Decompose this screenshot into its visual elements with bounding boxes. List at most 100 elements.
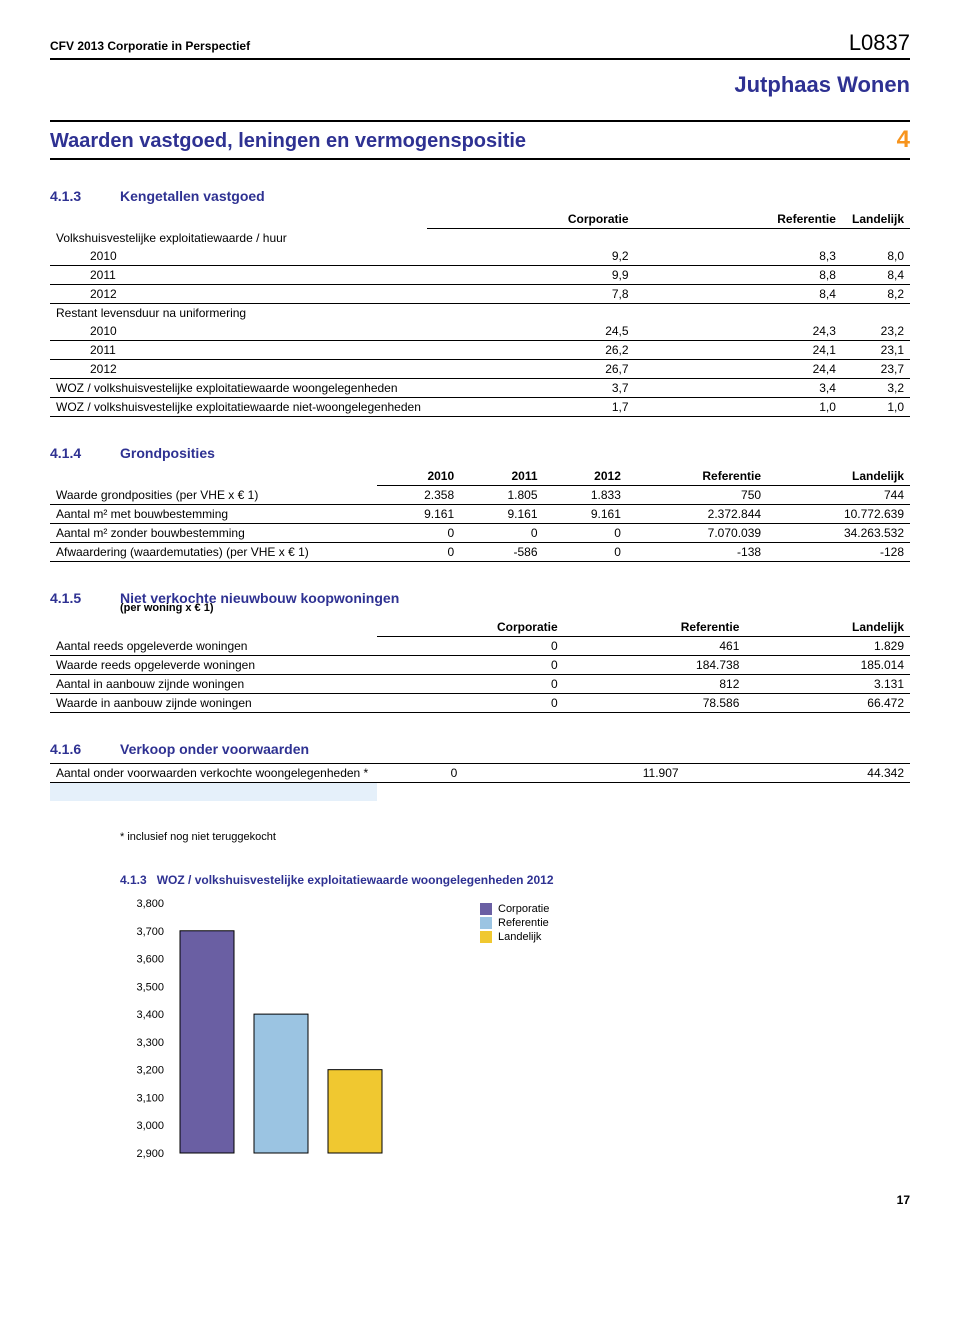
cell: 9.161 bbox=[544, 505, 627, 524]
row-label: Aantal onder voorwaarden verkochte woong… bbox=[50, 764, 377, 783]
cell: 9.161 bbox=[460, 505, 543, 524]
cell: 0 bbox=[460, 524, 543, 543]
table-413: Corporatie Referentie Landelijk Volkshui… bbox=[50, 210, 910, 417]
chart-num: 4.1.3 bbox=[120, 873, 147, 887]
svg-text:3,300: 3,300 bbox=[136, 1036, 164, 1048]
cell: 10.772.639 bbox=[767, 505, 910, 524]
cell: 23,7 bbox=[842, 360, 910, 379]
row-label: Aantal reeds opgeleverde woningen bbox=[50, 637, 377, 656]
cell: 8,8 bbox=[635, 266, 842, 285]
year-label: 2010 bbox=[50, 247, 427, 266]
cell: 8,4 bbox=[635, 285, 842, 304]
cell: 0 bbox=[377, 764, 463, 783]
footnote: * inclusief nog niet teruggekocht bbox=[120, 831, 910, 843]
cell: 8,3 bbox=[635, 247, 842, 266]
row-label: Afwaardering (waardemutaties) (per VHE x… bbox=[50, 543, 377, 562]
year-label: 2011 bbox=[50, 266, 427, 285]
cell: 23,2 bbox=[842, 322, 910, 341]
col-header: 2010 bbox=[377, 467, 460, 486]
subheading-414: 4.1.4 Grondposities bbox=[50, 445, 910, 461]
cell: 8,2 bbox=[842, 285, 910, 304]
cell: -138 bbox=[627, 543, 767, 562]
cell: 184.738 bbox=[564, 656, 746, 675]
cell: 9,9 bbox=[427, 266, 635, 285]
row-label: Waarde reeds opgeleverde woningen bbox=[50, 656, 377, 675]
legend-swatch bbox=[480, 931, 492, 943]
year-label: 2011 bbox=[50, 341, 427, 360]
page-number: 17 bbox=[50, 1193, 910, 1207]
subheading-num: 4.1.4 bbox=[50, 445, 102, 461]
cell: 34.263.532 bbox=[767, 524, 910, 543]
legend-item: Corporatie bbox=[480, 903, 549, 915]
group-label: Restant levensduur na uniformering bbox=[50, 304, 910, 323]
cell: 11.907 bbox=[463, 764, 684, 783]
cell: 3,7 bbox=[427, 379, 635, 398]
cell: 7.070.039 bbox=[627, 524, 767, 543]
svg-text:3,100: 3,100 bbox=[136, 1092, 164, 1104]
section-number: 4 bbox=[897, 126, 910, 154]
legend-swatch bbox=[480, 903, 492, 915]
cell: -128 bbox=[767, 543, 910, 562]
cell: 185.014 bbox=[745, 656, 910, 675]
cell: 1.829 bbox=[745, 637, 910, 656]
cell: 8,0 bbox=[842, 247, 910, 266]
cell: 0 bbox=[377, 637, 564, 656]
cell: 812 bbox=[564, 675, 746, 694]
row-label: Aantal m² zonder bouwbestemming bbox=[50, 524, 377, 543]
cell: 0 bbox=[377, 694, 564, 713]
cell: 24,5 bbox=[427, 322, 635, 341]
cell: 744 bbox=[767, 486, 910, 505]
legend-label: Referentie bbox=[498, 917, 549, 929]
row-label: Aantal m² met bouwbestemming bbox=[50, 505, 377, 524]
table-415: Corporatie Referentie Landelijk Aantal r… bbox=[50, 618, 910, 713]
cell: 1.833 bbox=[544, 486, 627, 505]
cell: 26,7 bbox=[427, 360, 635, 379]
subheading-num: 4.1.6 bbox=[50, 741, 102, 757]
col-header: Landelijk bbox=[767, 467, 910, 486]
cell: 9.161 bbox=[377, 505, 460, 524]
row-label: Aantal in aanbouw zijnde woningen bbox=[50, 675, 377, 694]
cell: 24,3 bbox=[635, 322, 842, 341]
subheading-413: 4.1.3 Kengetallen vastgoed bbox=[50, 188, 910, 204]
legend-swatch bbox=[480, 917, 492, 929]
subheading-num: 4.1.3 bbox=[50, 188, 102, 204]
doc-code: L0837 bbox=[849, 30, 910, 56]
cell: 24,1 bbox=[635, 341, 842, 360]
col-header: Referentie bbox=[627, 467, 767, 486]
cell: 0 bbox=[377, 524, 460, 543]
cell: 9,2 bbox=[427, 247, 635, 266]
subheading-title: Grondposities bbox=[120, 445, 215, 461]
subheading-title: Verkoop onder voorwaarden bbox=[120, 741, 309, 757]
cell: 461 bbox=[564, 637, 746, 656]
cell: 24,4 bbox=[635, 360, 842, 379]
subheading-416: 4.1.6 Verkoop onder voorwaarden bbox=[50, 741, 910, 757]
cell: 3,4 bbox=[635, 379, 842, 398]
table-416: Aantal onder voorwaarden verkochte woong… bbox=[50, 763, 910, 801]
cell: 2.372.844 bbox=[627, 505, 767, 524]
cell: 1,0 bbox=[635, 398, 842, 417]
svg-text:3,800: 3,800 bbox=[136, 898, 164, 910]
subheading-title: Kengetallen vastgoed bbox=[120, 188, 265, 204]
row-label: Waarde in aanbouw zijnde woningen bbox=[50, 694, 377, 713]
cell: 0 bbox=[377, 656, 564, 675]
col-header: 2011 bbox=[460, 467, 543, 486]
table-414: 2010 2011 2012 Referentie Landelijk Waar… bbox=[50, 467, 910, 562]
cell: 26,2 bbox=[427, 341, 635, 360]
cell: 0 bbox=[377, 675, 564, 694]
cell: 1,7 bbox=[427, 398, 635, 417]
cell: 44.342 bbox=[685, 764, 910, 783]
svg-text:3,200: 3,200 bbox=[136, 1064, 164, 1076]
cell: 78.586 bbox=[564, 694, 746, 713]
bar-chart: 2,9003,0003,1003,2003,3003,4003,5003,600… bbox=[120, 893, 440, 1163]
col-header: 2012 bbox=[544, 467, 627, 486]
brand-name: Jutphaas Wonen bbox=[50, 72, 910, 98]
legend-item: Referentie bbox=[480, 917, 549, 929]
svg-text:2,900: 2,900 bbox=[136, 1148, 164, 1160]
cell: 750 bbox=[627, 486, 767, 505]
cell: 3.131 bbox=[745, 675, 910, 694]
legend-label: Corporatie bbox=[498, 903, 549, 915]
legend-label: Landelijk bbox=[498, 931, 541, 943]
year-label: 2012 bbox=[50, 285, 427, 304]
col-header: Corporatie bbox=[377, 618, 564, 637]
cell: 7,8 bbox=[427, 285, 635, 304]
